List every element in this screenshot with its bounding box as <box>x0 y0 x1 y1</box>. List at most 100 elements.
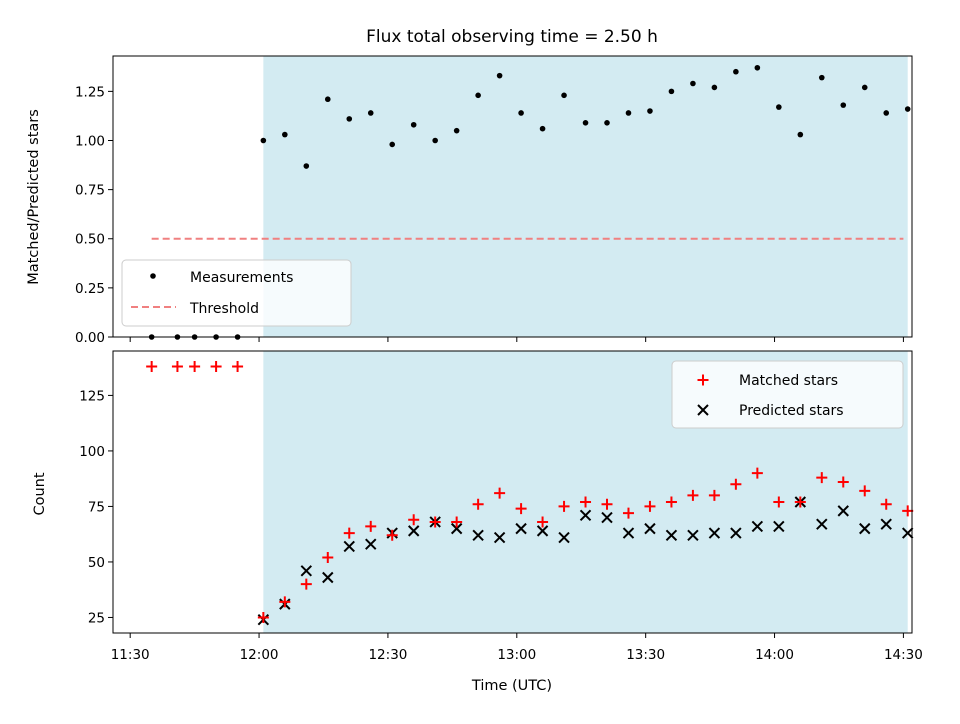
bottom-panel: 25 50 75 100 125 11:30 12:00 12:30 13:00 13:30 14:… <box>79 350 923 663</box>
predicted-star-point <box>880 518 892 530</box>
predicted-star-point <box>450 522 463 535</box>
predicted-star-point <box>708 527 721 539</box>
top-y-axis-label: Matched/Predicted stars <box>26 109 42 285</box>
x-tick-label: 12:00 <box>240 647 279 663</box>
legend-threshold-label: Threshold <box>189 301 259 317</box>
measurement-point <box>561 92 567 99</box>
predicted-star-point <box>837 505 849 517</box>
measurement-point <box>367 110 374 116</box>
matched-star-point <box>451 516 463 528</box>
measurement-point <box>410 121 417 128</box>
matched-star-point <box>880 498 892 510</box>
matched-star-point <box>494 487 506 499</box>
bottom-y-axis-label: Count <box>32 472 48 515</box>
matched-star-point <box>189 361 201 373</box>
matched-star-point <box>472 498 484 510</box>
matched-star-point <box>859 485 871 497</box>
measurement-point <box>582 120 589 126</box>
measurement-point <box>346 116 353 122</box>
matched-star-point <box>580 496 592 508</box>
predicted-star-point <box>365 538 377 550</box>
predicted-star-point <box>816 518 828 530</box>
predicted-star-point <box>536 525 549 537</box>
predicted-star-point <box>343 540 355 553</box>
predicted-star-point <box>493 531 506 544</box>
measurement-point <box>518 110 524 116</box>
y-tick-label: 125 <box>79 388 105 404</box>
legend-predicted-marker <box>697 404 709 416</box>
predicted-star-point <box>579 509 592 522</box>
matched-star-point <box>232 361 244 373</box>
matched-star-point <box>365 520 377 532</box>
predicted-star-point <box>901 527 914 539</box>
measurement-point <box>496 72 503 79</box>
matched-star-point <box>601 498 613 510</box>
matched-star-point <box>146 361 158 373</box>
measurement-point <box>453 127 460 134</box>
measurement-point <box>668 88 675 95</box>
predicted-star-point <box>665 529 678 542</box>
measurement-point <box>604 120 610 126</box>
predicted-star-point <box>515 522 527 535</box>
matched-star-point <box>515 503 527 515</box>
y-tick-label: 0.50 <box>75 232 105 248</box>
predicted-star-point <box>300 565 313 577</box>
matched-star-point <box>794 496 806 508</box>
x-tick-label: 14:30 <box>884 647 923 663</box>
y-tick-label: 75 <box>88 499 105 515</box>
legend-predicted-label: Predicted stars <box>739 403 844 419</box>
matched-star-point <box>300 578 312 590</box>
measurement-point <box>840 102 847 108</box>
y-tick-label: 25 <box>88 610 105 626</box>
matched-star-point <box>257 611 269 623</box>
matched-star-point <box>343 527 355 539</box>
measurement-point <box>776 104 782 110</box>
y-tick-label: 1.00 <box>75 133 105 149</box>
matched-star-point <box>687 489 699 501</box>
observing-shaded-region <box>263 56 908 337</box>
y-tick-label: 50 <box>88 555 105 571</box>
measurement-point <box>818 74 825 81</box>
predicted-star-point <box>322 571 334 584</box>
chart-title: Flux total observing time = 2.50 h <box>366 27 658 47</box>
matched-star-point <box>408 514 420 526</box>
measurement-point <box>754 64 761 71</box>
matched-star-point <box>644 500 656 512</box>
bottom-legend: Matched stars Predicted stars <box>671 360 904 429</box>
measurement-point <box>861 84 868 91</box>
measurement-point <box>647 108 653 114</box>
measurement-point <box>282 131 288 138</box>
measurement-point <box>797 131 804 138</box>
top-axes-frame <box>112 55 913 338</box>
measurement-point <box>260 137 267 144</box>
matched-star-point <box>773 496 785 508</box>
matched-star-point <box>322 552 334 564</box>
predicted-star-point <box>773 520 785 533</box>
matched-star-point <box>730 478 742 490</box>
measurement-point <box>324 96 331 103</box>
y-tick-label: 0.00 <box>75 330 105 346</box>
top-legend: Measurements Threshold <box>121 259 352 327</box>
top-legend-box <box>121 259 352 327</box>
matched-star-point <box>537 516 549 528</box>
y-tick-label: 100 <box>79 444 105 460</box>
legend-matched-marker <box>697 374 709 386</box>
matched-star-point <box>837 476 849 488</box>
x-tick-label: 11:30 <box>111 647 150 663</box>
measurement-point <box>303 163 310 169</box>
measurement-point <box>539 125 546 132</box>
legend-measurements-label: Measurements <box>190 270 293 286</box>
x-axis-label: Time (UTC) <box>471 678 552 694</box>
legend-measurements-marker <box>150 273 156 279</box>
x-tick-label: 12:30 <box>368 647 407 663</box>
legend-matched-label: Matched stars <box>739 373 838 389</box>
measurement-point <box>904 106 911 112</box>
predicted-star-point <box>687 529 699 542</box>
measurement-point <box>883 110 890 116</box>
predicted-star-point <box>751 520 764 533</box>
measurement-point <box>690 80 696 87</box>
bottom-legend-box <box>671 360 904 429</box>
predicted-star-point <box>644 522 656 535</box>
measurement-point <box>432 137 438 144</box>
